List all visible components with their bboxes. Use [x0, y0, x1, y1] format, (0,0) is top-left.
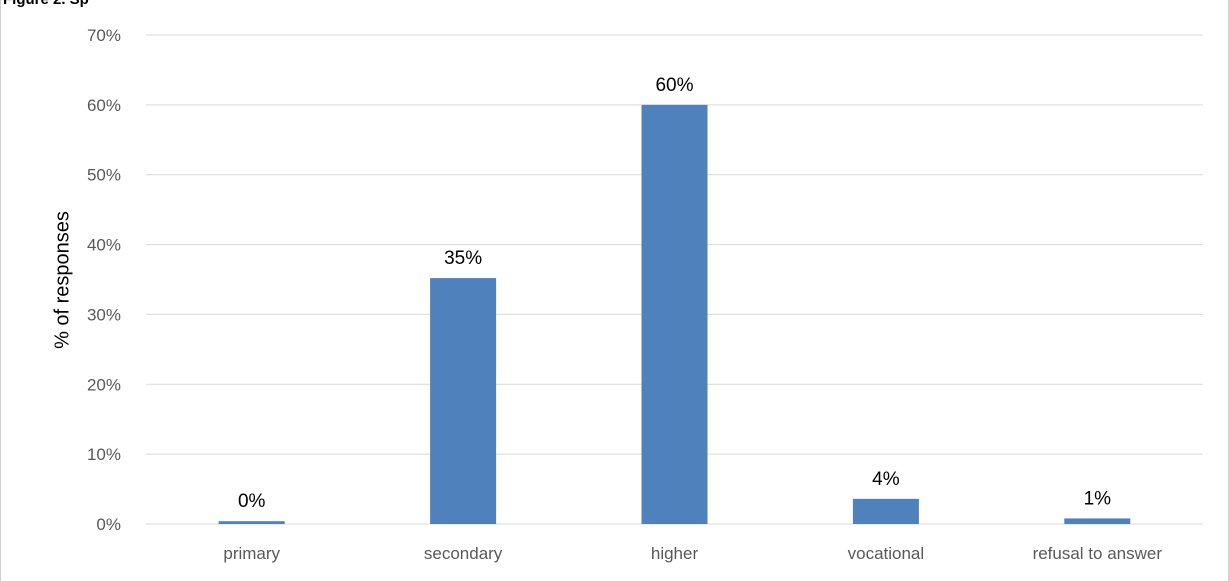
x-tick-label: refusal to answer — [1033, 544, 1163, 563]
x-tick-label: vocational — [848, 544, 925, 563]
bar-higher — [641, 104, 708, 524]
y-tick-label: 40% — [87, 236, 121, 255]
data-label: 60% — [655, 75, 693, 96]
y-tick-label: 30% — [87, 305, 121, 324]
x-tick-label: primary — [223, 544, 280, 563]
figure-caption: Figure 2. Sp — [3, 0, 89, 8]
y-tick-label: 70% — [87, 26, 121, 45]
x-tick-label: secondary — [424, 544, 503, 563]
y-tick-label: 50% — [87, 166, 121, 185]
data-label: 0% — [238, 491, 266, 512]
data-label: 35% — [444, 248, 482, 269]
x-tick-label: higher — [651, 544, 699, 563]
y-tick-label: 0% — [96, 515, 121, 534]
bar-secondary — [430, 278, 497, 524]
data-label: 4% — [872, 469, 900, 490]
gridlines — [146, 34, 1203, 525]
y-tick-label: 10% — [87, 445, 121, 464]
bar-primary — [218, 521, 285, 524]
data-label: 1% — [1084, 488, 1112, 509]
data-labels: 0% 35% 60% 4% 1% — [238, 75, 1111, 512]
bar-refusal-to-answer — [1064, 518, 1131, 524]
y-tick-label: 20% — [87, 375, 121, 394]
bars — [218, 104, 1131, 524]
y-tick-label: 60% — [87, 96, 121, 115]
bar-vocational — [852, 498, 919, 524]
x-axis-ticks: primary secondary higher vocational refusal … — [223, 544, 1162, 563]
y-axis-ticks: 0% 10% 20% 30% 40% 50% 60% 70% — [87, 26, 121, 534]
